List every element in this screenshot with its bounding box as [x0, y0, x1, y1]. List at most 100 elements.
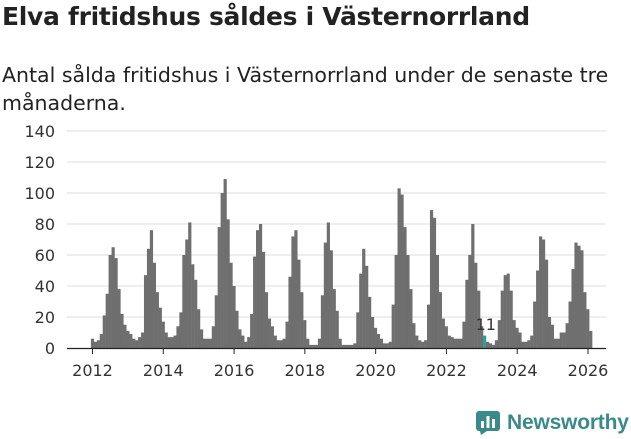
- bar: [105, 293, 109, 348]
- y-tick-label: 100: [24, 184, 55, 203]
- x-tick-label: 2022: [426, 361, 467, 380]
- bar: [90, 338, 95, 348]
- annotations: 11: [476, 315, 496, 334]
- bar: [512, 320, 516, 348]
- bar: [320, 295, 325, 348]
- bar: [450, 337, 454, 348]
- bar: [530, 335, 534, 348]
- bar-highlight: [483, 335, 487, 348]
- bar: [282, 338, 286, 348]
- bar: [126, 330, 130, 348]
- bar: [161, 321, 165, 348]
- bar: [370, 317, 375, 348]
- bar: [524, 341, 528, 348]
- bar: [279, 340, 283, 348]
- bar: [556, 338, 560, 348]
- bar: [509, 290, 513, 348]
- bar: [379, 338, 384, 348]
- bar: [580, 250, 584, 348]
- bar: [465, 279, 469, 348]
- bar: [138, 337, 142, 348]
- bar: [544, 259, 549, 348]
- bar: [146, 248, 151, 348]
- bar: [120, 313, 124, 348]
- bar: [539, 236, 543, 348]
- bar: [179, 312, 183, 348]
- bar: [235, 310, 239, 348]
- bar: [394, 255, 398, 348]
- bar: [261, 251, 266, 348]
- bar: [503, 275, 507, 348]
- bar: [359, 273, 363, 348]
- bar: [314, 344, 319, 348]
- bar: [329, 250, 333, 348]
- bar: [488, 343, 493, 348]
- x-tick-label: 2020: [355, 361, 396, 380]
- bar: [93, 341, 98, 348]
- newsworthy-logo[interactable]: Newsworthy: [476, 407, 629, 439]
- bar: [365, 265, 369, 348]
- bar: [211, 326, 215, 348]
- bar: [217, 227, 221, 348]
- bar: [485, 341, 490, 348]
- bar: [117, 289, 121, 348]
- bar: [574, 242, 578, 348]
- x-tick-label: 2026: [568, 361, 609, 380]
- value-annotation: 11: [476, 315, 496, 334]
- bar: [323, 242, 328, 348]
- bar: [182, 255, 186, 348]
- bar: [132, 338, 136, 348]
- bar: [356, 312, 360, 348]
- y-tick-label: 120: [24, 153, 55, 172]
- bar: [167, 337, 171, 348]
- chart-title: Elva fritidshus såldes i Västernorrland: [2, 2, 530, 31]
- bar: [291, 236, 295, 348]
- x-tick-label: 2014: [143, 361, 184, 380]
- bar: [397, 188, 401, 348]
- bar: [447, 335, 451, 348]
- bar: [453, 338, 457, 348]
- bar: [114, 258, 118, 348]
- x-tick-label: 2018: [284, 361, 325, 380]
- bar: [285, 321, 289, 348]
- bar: [406, 255, 410, 348]
- bar: [99, 334, 103, 348]
- bar: [309, 344, 313, 348]
- logo-text: Newsworthy: [507, 411, 629, 434]
- bar: [102, 315, 106, 348]
- bar: [205, 338, 210, 348]
- bar: [226, 219, 230, 348]
- bar: [341, 344, 345, 348]
- bar: [312, 344, 316, 348]
- bar: [194, 279, 198, 348]
- bar: [376, 334, 381, 348]
- bar: [494, 340, 499, 348]
- bar: [220, 193, 224, 348]
- bar: [264, 292, 269, 348]
- bar: [141, 332, 145, 348]
- bar: [199, 329, 204, 348]
- bar: [553, 338, 557, 348]
- bar: [129, 334, 133, 348]
- bar: [533, 301, 537, 348]
- bar: [188, 222, 192, 348]
- bar: [429, 210, 434, 348]
- bar: [583, 292, 587, 348]
- bar: [344, 344, 348, 348]
- bar: [350, 344, 354, 348]
- x-tick-label: 2024: [497, 361, 538, 380]
- bar: [197, 309, 201, 348]
- bar: [565, 323, 569, 348]
- x-tick-label: 2016: [214, 361, 255, 380]
- bar: [474, 262, 478, 348]
- bar: [547, 317, 552, 348]
- y-tick-label: 80: [35, 215, 55, 234]
- y-tick-label: 0: [45, 339, 55, 358]
- bar: [506, 273, 510, 348]
- bar: [497, 320, 501, 348]
- bar: [170, 337, 174, 348]
- bar: [577, 245, 581, 348]
- bar: [294, 230, 298, 348]
- bar: [427, 304, 431, 348]
- bar-series: [90, 179, 593, 348]
